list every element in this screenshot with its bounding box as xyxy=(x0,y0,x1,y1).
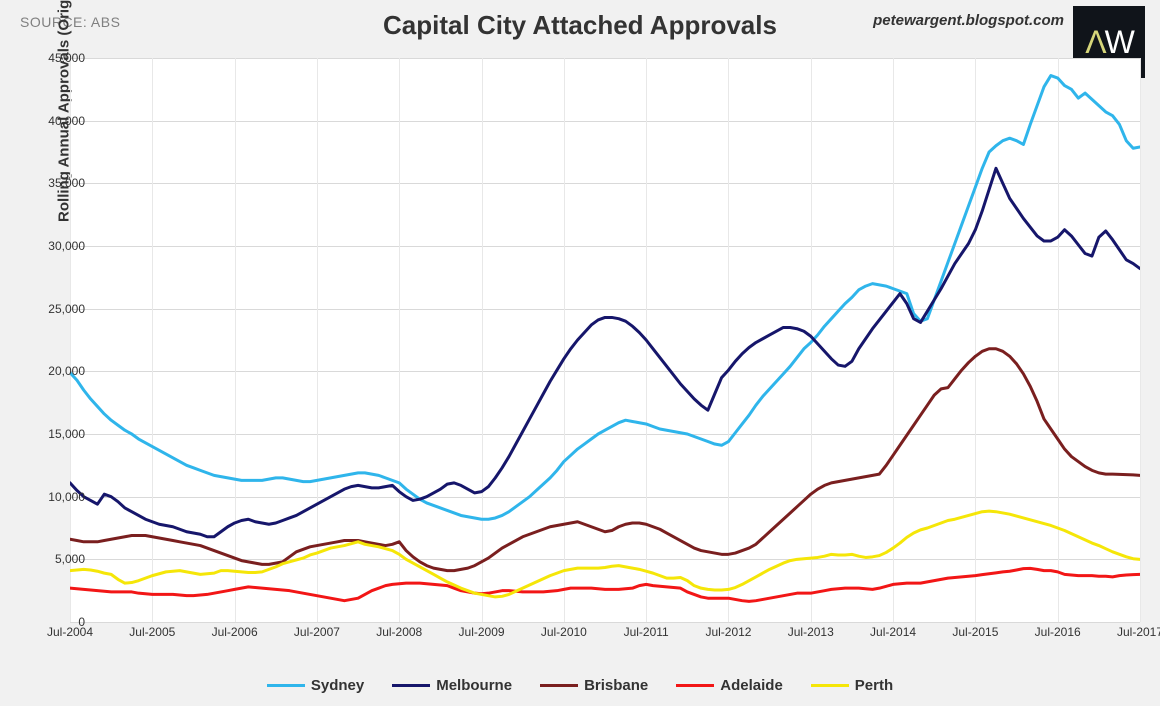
gridline-x xyxy=(482,58,483,622)
legend-swatch xyxy=(267,684,305,687)
gridline-y xyxy=(70,559,1140,560)
series-line-adelaide xyxy=(70,568,1140,601)
y-tick-label: 10,000 xyxy=(48,490,85,504)
x-tick-label: Jul-2016 xyxy=(1035,625,1081,639)
gridline-y xyxy=(70,246,1140,247)
x-tick-label: Jul-2012 xyxy=(705,625,751,639)
credit-label: petewargent.blogspot.com xyxy=(873,12,1064,29)
legend-item-sydney: Sydney xyxy=(267,677,364,694)
gridline-x xyxy=(235,58,236,622)
legend-label: Adelaide xyxy=(720,677,783,694)
x-tick-label: Jul-2017 xyxy=(1117,625,1160,639)
gridline-y xyxy=(70,622,1140,623)
y-tick-label: 5,000 xyxy=(55,552,85,566)
legend-item-melbourne: Melbourne xyxy=(392,677,512,694)
y-tick-label: 40,000 xyxy=(48,114,85,128)
x-tick-label: Jul-2008 xyxy=(376,625,422,639)
x-tick-label: Jul-2010 xyxy=(541,625,587,639)
gridline-x xyxy=(564,58,565,622)
legend-swatch xyxy=(811,684,849,687)
legend-item-adelaide: Adelaide xyxy=(676,677,783,694)
gridline-y xyxy=(70,434,1140,435)
x-tick-label: Jul-2007 xyxy=(294,625,340,639)
series-svg xyxy=(70,58,1140,622)
gridline-x xyxy=(317,58,318,622)
gridline-x xyxy=(399,58,400,622)
series-line-perth xyxy=(70,511,1140,597)
gridline-x xyxy=(1140,58,1141,622)
legend-swatch xyxy=(676,684,714,687)
gridline-y xyxy=(70,309,1140,310)
x-tick-label: Jul-2015 xyxy=(952,625,998,639)
x-tick-label: Jul-2009 xyxy=(459,625,505,639)
y-tick-label: 15,000 xyxy=(48,427,85,441)
gridline-x xyxy=(811,58,812,622)
logo-letter-w: W xyxy=(1105,24,1133,60)
logo-text: ΛW xyxy=(1085,24,1133,61)
legend: Sydney Melbourne Brisbane Adelaide Perth xyxy=(0,677,1160,694)
x-tick-label: Jul-2013 xyxy=(788,625,834,639)
gridline-x xyxy=(893,58,894,622)
x-tick-label: Jul-2011 xyxy=(624,625,669,639)
logo-letter-a: Λ xyxy=(1085,24,1104,60)
gridline-x xyxy=(70,58,71,622)
gridline-y xyxy=(70,497,1140,498)
series-line-sydney xyxy=(70,76,1140,520)
legend-label: Sydney xyxy=(311,677,364,694)
legend-swatch xyxy=(392,684,430,687)
y-tick-label: 35,000 xyxy=(48,176,85,190)
gridline-y xyxy=(70,121,1140,122)
y-tick-label: 25,000 xyxy=(48,302,85,316)
y-tick-label: 20,000 xyxy=(48,364,85,378)
legend-label: Brisbane xyxy=(584,677,648,694)
y-tick-label: 45,000 xyxy=(48,51,85,65)
legend-item-brisbane: Brisbane xyxy=(540,677,648,694)
series-line-brisbane xyxy=(70,349,1140,571)
gridline-x xyxy=(152,58,153,622)
plot-area: Rolling Annual Approvals (Original) xyxy=(70,58,1140,622)
x-tick-label: Jul-2004 xyxy=(47,625,93,639)
legend-label: Perth xyxy=(855,677,893,694)
gridline-x xyxy=(975,58,976,622)
series-line-melbourne xyxy=(70,168,1140,536)
gridline-y xyxy=(70,183,1140,184)
legend-label: Melbourne xyxy=(436,677,512,694)
chart-frame: SOURCE: ABS Capital City Attached Approv… xyxy=(0,0,1160,706)
gridline-x xyxy=(1058,58,1059,622)
gridline-x xyxy=(728,58,729,622)
x-tick-label: Jul-2014 xyxy=(870,625,916,639)
x-tick-label: Jul-2005 xyxy=(129,625,175,639)
y-tick-label: 30,000 xyxy=(48,239,85,253)
gridline-x xyxy=(646,58,647,622)
legend-item-perth: Perth xyxy=(811,677,893,694)
gridline-y xyxy=(70,58,1140,59)
gridline-y xyxy=(70,371,1140,372)
x-tick-label: Jul-2006 xyxy=(212,625,258,639)
legend-swatch xyxy=(540,684,578,687)
